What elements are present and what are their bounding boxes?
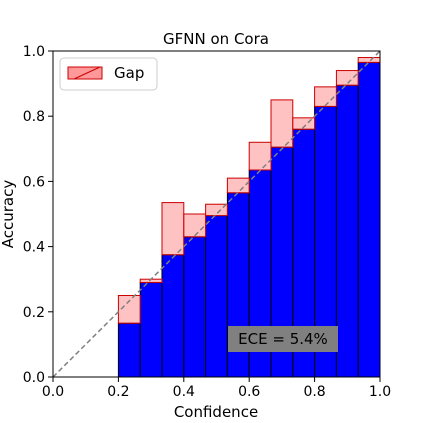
output-bar xyxy=(335,84,359,378)
output-bar xyxy=(205,215,228,378)
output-bar xyxy=(161,254,185,378)
gap-bar xyxy=(226,177,250,194)
gap-bar xyxy=(161,202,185,256)
legend-box xyxy=(59,57,158,91)
output-bar xyxy=(357,61,381,378)
y-tick-label: 0.0 xyxy=(23,370,45,386)
bars-layer xyxy=(117,61,381,378)
diagonal-line xyxy=(52,50,381,378)
y-tick-label: 0.4 xyxy=(23,240,45,256)
gap-bar xyxy=(357,57,381,63)
output-bar xyxy=(183,236,207,378)
x-tick-label: 0.0 xyxy=(42,384,64,400)
y-tick-label: 0.2 xyxy=(23,305,45,321)
legend-hatch xyxy=(73,66,101,80)
x-tick-label: 0.6 xyxy=(238,384,260,400)
gap-bar xyxy=(183,213,207,238)
y-tick-label: 1.0 xyxy=(23,44,45,60)
y-axis-ticks: 0.0 0.2 0.4 0.6 0.8 1.0 xyxy=(23,44,53,386)
gap-bar xyxy=(205,203,228,217)
ece-annotation: ECE = 5.4% xyxy=(228,326,338,352)
y-tick-label: 0.8 xyxy=(23,109,45,125)
ece-box xyxy=(228,326,338,352)
gap-layer xyxy=(117,57,381,324)
x-tick-label: 0.2 xyxy=(107,384,129,400)
ece-text: ECE = 5.4% xyxy=(238,330,328,348)
gap-bar xyxy=(117,295,141,324)
gap-bar xyxy=(248,141,272,171)
x-axis-label: Confidence xyxy=(174,403,258,421)
chart-title: GFNN on Cora xyxy=(163,30,269,48)
gap-bar xyxy=(314,86,337,107)
output-bar xyxy=(117,322,141,378)
gap-bar xyxy=(270,99,294,148)
legend-label-gap: Gap xyxy=(114,64,144,82)
x-tick-label: 1.0 xyxy=(369,384,391,400)
x-tick-label: 0.8 xyxy=(303,384,325,400)
x-axis-ticks: 0.0 0.2 0.4 0.6 0.8 1.0 xyxy=(42,377,391,400)
legend: Gap xyxy=(59,57,158,91)
plot-frame xyxy=(52,50,381,378)
output-bar xyxy=(139,281,163,378)
x-tick-label: 0.4 xyxy=(173,384,195,400)
gap-bar xyxy=(292,117,316,130)
y-tick-label: 0.6 xyxy=(23,174,45,190)
gap-bar xyxy=(335,70,359,86)
y-axis-label: Accuracy xyxy=(0,180,17,249)
